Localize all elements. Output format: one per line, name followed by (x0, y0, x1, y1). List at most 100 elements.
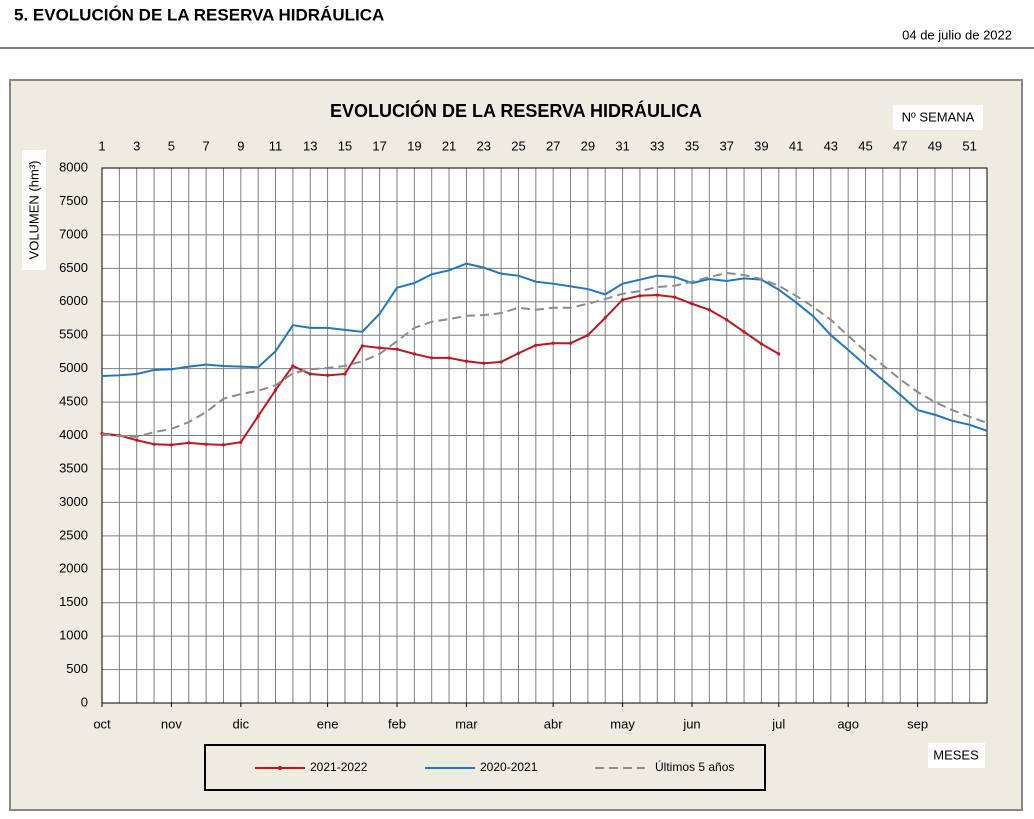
legend-label: 2020-2021 (480, 760, 538, 774)
point-marker (239, 440, 243, 444)
x-top-tick-label: 21 (442, 138, 456, 153)
y-tick-label: 1500 (59, 594, 88, 609)
point-marker (690, 302, 694, 306)
point-marker (568, 341, 573, 345)
x-top-tick-label: 17 (372, 138, 386, 153)
point-marker (273, 388, 278, 392)
x-top-tick-label: 27 (546, 138, 560, 153)
point-marker (187, 441, 191, 445)
point-marker (447, 356, 451, 360)
y-tick-label: 6500 (59, 260, 88, 275)
point-marker (534, 343, 538, 347)
y-tick-label: 7500 (59, 193, 88, 208)
point-marker (378, 346, 382, 350)
series-line (101, 294, 780, 446)
point-marker (395, 347, 399, 351)
x-top-tick-label: 15 (338, 138, 352, 153)
x-top-tick-label: 39 (754, 138, 768, 153)
chart-layer: 0 500 1000 1500 2000 2500 3000 3500 4000 4500 5000… (59, 138, 988, 774)
chart-title: EVOLUCIÓN DE LA RESERVA HIDRÁULICA (330, 100, 702, 121)
month-label: dic (233, 716, 250, 731)
month-label: may (610, 716, 635, 731)
month-label: jul (771, 716, 785, 731)
y-tick-label: 3500 (59, 460, 88, 475)
x-top-tick-label: 11 (269, 138, 283, 153)
month-label: ene (317, 716, 339, 731)
month-label: ago (837, 716, 859, 731)
series-line (101, 271, 988, 438)
x-top-tick-label: 5 (168, 138, 175, 153)
point-marker (673, 295, 677, 299)
bottom-axis-label-box (928, 743, 985, 768)
y-tick-label: 6000 (59, 293, 88, 308)
y-tick-label: 4500 (59, 394, 88, 409)
point-marker (620, 298, 625, 302)
legend-marker (278, 766, 282, 770)
point-marker (169, 443, 174, 447)
series-line (101, 262, 988, 432)
legend-label: 2021-2022 (310, 760, 368, 774)
x-top-tick-label: 33 (650, 138, 664, 153)
month-label: mar (455, 716, 478, 731)
point-marker (343, 372, 347, 376)
point-marker (742, 330, 746, 334)
point-marker (603, 316, 607, 320)
point-marker (638, 294, 642, 298)
point-marker (482, 361, 486, 365)
point-marker (412, 352, 416, 356)
top-axis-label-box (893, 105, 983, 130)
y-tick-label: 2000 (59, 561, 88, 576)
month-label: jun (682, 716, 700, 731)
y-tick-label: 1000 (59, 628, 88, 643)
y-tick-label: 0 (81, 694, 88, 709)
y-tick-label: 8000 (59, 159, 88, 174)
x-top-tick-label: 45 (858, 138, 872, 153)
y-tick-label: 2500 (59, 527, 88, 542)
y-axis-label-box (22, 150, 46, 270)
point-marker (308, 372, 312, 376)
month-label: oct (93, 716, 111, 731)
point-marker (586, 333, 590, 337)
page-title: 5. EVOLUCIÓN DE LA RESERVA HIDRÁULICA (14, 5, 384, 24)
y-tick-label: 4000 (59, 427, 88, 442)
report-date: 04 de julio de 2022 (902, 27, 1012, 42)
x-top-tick-label: 47 (893, 138, 907, 153)
y-axis-label: VOLUMEN (hm³) (26, 161, 41, 260)
point-marker (325, 373, 330, 377)
month-label: nov (161, 716, 182, 731)
point-marker (204, 442, 208, 446)
point-marker (360, 344, 364, 348)
y-tick-label: 7000 (59, 226, 88, 241)
x-top-tick-label: 7 (203, 138, 210, 153)
point-marker (430, 356, 434, 360)
point-marker (655, 293, 659, 297)
x-top-tick-label: 43 (824, 138, 838, 153)
x-top-tick-label: 37 (719, 138, 733, 153)
bottom-axis-label: MESES (933, 747, 979, 762)
point-marker (221, 443, 226, 447)
x-top-tick-label: 25 (511, 138, 525, 153)
month-label: sep (907, 716, 928, 731)
x-top-tick-label: 23 (477, 138, 491, 153)
x-top-tick-label: 35 (685, 138, 699, 153)
x-top-tick-label: 31 (615, 138, 629, 153)
x-top-tick-label: 51 (962, 138, 976, 153)
point-marker (152, 442, 156, 446)
top-axis-label: Nº SEMANA (902, 109, 975, 124)
point-marker (551, 341, 555, 345)
y-tick-label: 5000 (59, 360, 88, 375)
x-top-tick-label: 9 (237, 138, 244, 153)
point-marker (759, 342, 764, 346)
x-top-tick-label: 19 (407, 138, 421, 153)
x-top-tick-label: 1 (98, 138, 105, 153)
legend-label: Últimos 5 años (655, 759, 734, 774)
x-top-tick-label: 3 (133, 138, 140, 153)
point-marker (707, 308, 711, 312)
point-marker (135, 438, 139, 442)
point-marker (499, 360, 503, 364)
point-marker (777, 352, 781, 356)
x-top-tick-label: 41 (789, 138, 803, 153)
x-top-tick-label: 29 (581, 138, 595, 153)
x-top-tick-label: 13 (303, 138, 317, 153)
